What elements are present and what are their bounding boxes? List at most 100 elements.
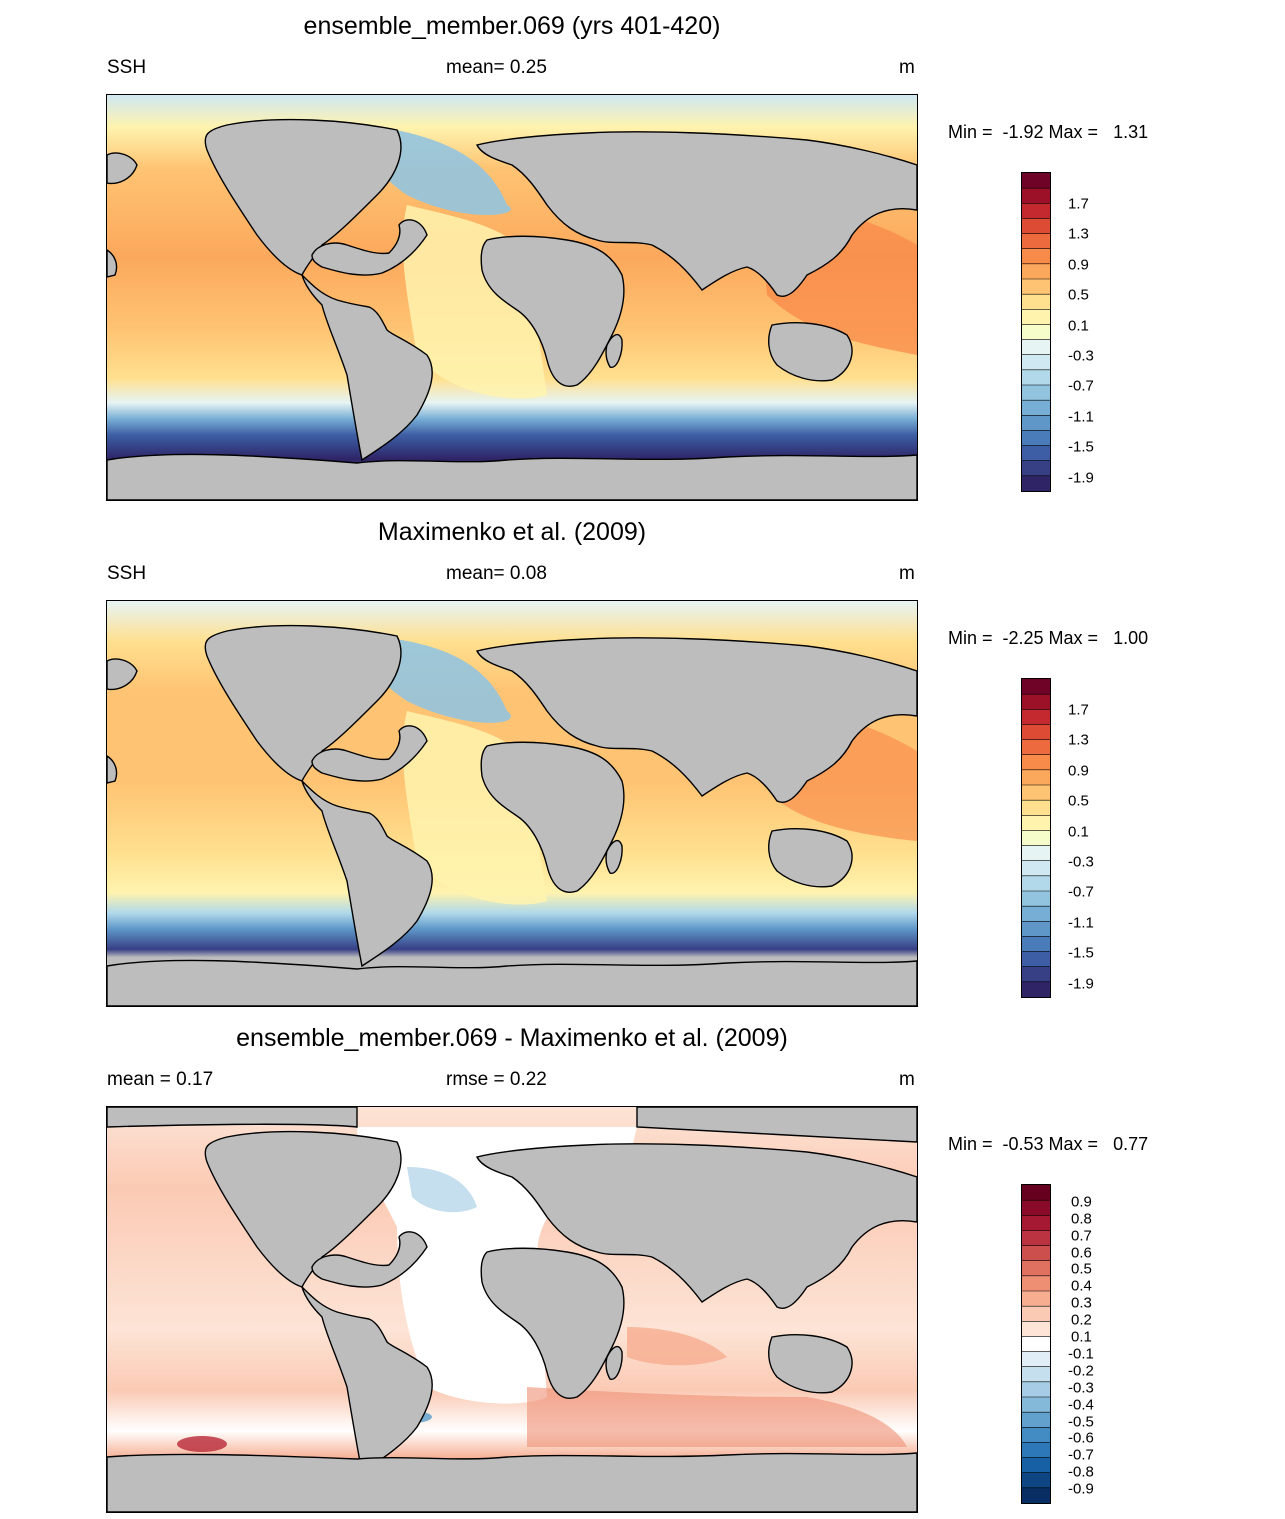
colorbar-swatch xyxy=(1022,921,1050,937)
colorbar-swatch xyxy=(1022,1487,1050,1503)
colorbar-swatch xyxy=(1022,460,1050,477)
units-label: m xyxy=(899,57,915,78)
colorbar-swatch xyxy=(1022,1412,1050,1428)
units-label: m xyxy=(899,1069,915,1090)
colorbar-swatch xyxy=(1022,1321,1050,1337)
colorbar-swatch xyxy=(1022,1230,1050,1247)
colorbar-label: 1.7 xyxy=(1068,195,1089,213)
minmax-label: Min = -0.53 Max = 0.77 xyxy=(948,1134,1149,1154)
colorbar-swatch xyxy=(1022,354,1050,371)
colorbar xyxy=(1021,172,1051,492)
colorbar-swatch xyxy=(1022,294,1050,310)
colorbar-swatch xyxy=(1022,233,1050,250)
colorbar-label: 0.9 xyxy=(1071,1193,1092,1211)
colorbar-swatch xyxy=(1022,860,1050,877)
colorbar-label: -0.7 xyxy=(1068,883,1094,901)
colorbar-swatches xyxy=(1022,173,1050,491)
colorbar-swatch xyxy=(1022,1457,1050,1474)
colorbar-swatch xyxy=(1022,1351,1050,1368)
colorbar-swatch xyxy=(1022,430,1050,447)
colorbar-swatch xyxy=(1022,1260,1050,1277)
colorbar-swatch xyxy=(1022,815,1050,831)
colorbar-swatch xyxy=(1022,263,1050,280)
colorbar-label: -0.3 xyxy=(1068,347,1094,365)
colorbar-swatch xyxy=(1022,694,1050,710)
colorbar-swatch xyxy=(1022,936,1050,953)
colorbar-label: 0.5 xyxy=(1071,1260,1092,1278)
colorbar-label: 1.3 xyxy=(1068,225,1089,243)
colorbar-label: -0.3 xyxy=(1068,1379,1094,1397)
colorbar-label: 0.1 xyxy=(1068,823,1089,841)
minmax-label: Min = -1.92 Max = 1.31 xyxy=(948,122,1149,142)
colorbar-label: -0.9 xyxy=(1068,1480,1094,1498)
colorbar xyxy=(1021,678,1051,998)
indian-ocean-positive xyxy=(627,1327,727,1366)
colorbar-swatch xyxy=(1022,1366,1050,1383)
colorbar-label: -1.9 xyxy=(1068,469,1094,487)
colorbar-swatch xyxy=(1022,1381,1050,1398)
colorbar-label: 0.1 xyxy=(1071,1328,1092,1346)
rmse-label: rmse = 0.22 xyxy=(446,1069,547,1090)
colorbar-label: 0.1 xyxy=(1068,317,1089,335)
minmax-label: Min = -2.25 Max = 1.00 xyxy=(948,628,1149,648)
colorbar-swatch xyxy=(1022,415,1050,431)
colorbar-label: 0.5 xyxy=(1068,792,1089,810)
colorbar-swatch xyxy=(1022,203,1050,219)
colorbar-label: 0.2 xyxy=(1071,1311,1092,1329)
colorbar-swatch xyxy=(1022,785,1050,801)
colorbar-label: -0.1 xyxy=(1068,1345,1094,1363)
colorbar-label: 0.9 xyxy=(1068,256,1089,274)
colorbar-label: 0.3 xyxy=(1071,1294,1092,1312)
colorbar-label: -0.5 xyxy=(1068,1413,1094,1431)
colorbar-swatch xyxy=(1022,1336,1050,1353)
panel-title: ensemble_member.069 - Maximenko et al. (… xyxy=(236,1024,788,1052)
colorbar-swatch xyxy=(1022,951,1050,968)
colorbar-label: -1.9 xyxy=(1068,975,1094,993)
ssh-map xyxy=(106,94,918,501)
colorbar-swatch xyxy=(1022,1427,1050,1443)
colorbar-label: 0.6 xyxy=(1071,1244,1092,1262)
colorbar-swatch xyxy=(1022,1397,1050,1413)
colorbar-swatch xyxy=(1022,1185,1050,1201)
north-atlantic-negative xyxy=(407,1167,477,1213)
colorbar-label: -0.7 xyxy=(1068,377,1094,395)
colorbar-label: -1.5 xyxy=(1068,944,1094,962)
colorbar-swatch xyxy=(1022,966,1050,983)
ssh-map xyxy=(106,600,918,1007)
colorbar-label: 0.9 xyxy=(1068,762,1089,780)
colorbar-swatch xyxy=(1022,324,1050,341)
colorbar-swatch xyxy=(1022,445,1050,462)
colorbar-swatch xyxy=(1022,188,1050,204)
colorbar-swatch xyxy=(1022,709,1050,725)
colorbar-swatch xyxy=(1022,981,1050,997)
colorbar-swatch xyxy=(1022,891,1050,907)
colorbar-label: -1.1 xyxy=(1068,408,1094,426)
colorbar-swatch xyxy=(1022,800,1050,816)
colorbar-swatch xyxy=(1022,218,1050,235)
colorbar-label: 0.7 xyxy=(1071,1227,1092,1245)
colorbar-label: -0.6 xyxy=(1068,1429,1094,1447)
colorbar-swatch xyxy=(1022,400,1050,416)
colorbar-swatch xyxy=(1022,1472,1050,1489)
colorbar-swatch xyxy=(1022,875,1050,892)
colorbar-label: 0.5 xyxy=(1068,286,1089,304)
land-masses xyxy=(107,118,917,500)
colorbar-swatch xyxy=(1022,1215,1050,1231)
land-masses xyxy=(107,1107,917,1512)
panel-title: ensemble_member.069 (yrs 401-420) xyxy=(303,12,721,40)
colorbar-swatch xyxy=(1022,830,1050,847)
colorbar-swatch xyxy=(1022,679,1050,695)
colorbar-label: 1.7 xyxy=(1068,701,1089,719)
colorbar-label: 1.3 xyxy=(1068,731,1089,749)
ssh-difference-map xyxy=(106,1106,918,1513)
variable-label: SSH xyxy=(107,563,147,584)
colorbar-swatch xyxy=(1022,739,1050,756)
colorbar-label: 0.8 xyxy=(1071,1210,1092,1228)
mean-label: mean = 0.17 xyxy=(107,1069,214,1090)
land-masses xyxy=(107,624,917,1006)
variable-label: SSH xyxy=(107,57,147,78)
colorbar-swatches xyxy=(1022,1185,1050,1503)
colorbar-swatch xyxy=(1022,248,1050,265)
mean-label: mean= 0.25 xyxy=(446,57,547,78)
colorbar-swatch xyxy=(1022,279,1050,295)
